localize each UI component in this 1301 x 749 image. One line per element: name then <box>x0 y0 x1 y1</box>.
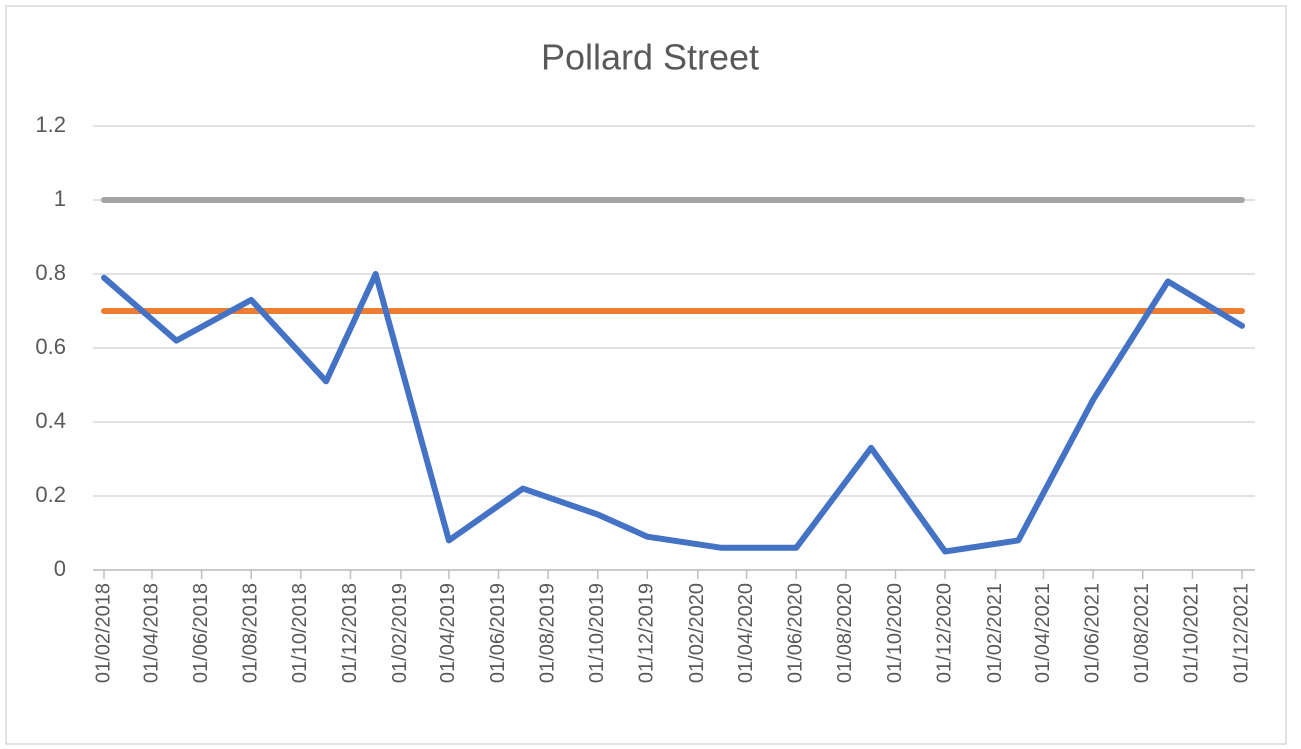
x-tick-label: 01/08/2021 <box>1131 583 1153 683</box>
x-tick-label: 01/10/2020 <box>884 583 906 683</box>
x-tick-label: 01/10/2018 <box>289 583 311 683</box>
y-tick-label: 0.8 <box>35 260 66 285</box>
x-tick-label: 01/04/2019 <box>437 583 459 683</box>
x-tick-label: 01/06/2018 <box>190 583 212 683</box>
x-tick-label: 01/12/2019 <box>636 583 658 683</box>
series-line <box>101 271 1245 555</box>
y-tick-label: 1 <box>54 186 66 211</box>
x-tick-label: 01/04/2021 <box>1032 583 1054 683</box>
y-tick-label: 0.4 <box>35 408 66 433</box>
x-tick-label: 01/12/2020 <box>933 583 955 683</box>
y-tick-label: 0.6 <box>35 334 66 359</box>
y-tick-label: 0.2 <box>35 482 66 507</box>
x-tick-label: 01/02/2020 <box>686 583 708 683</box>
y-tick-label: 0 <box>54 556 66 581</box>
chart-title: Pollard Street <box>541 37 759 78</box>
x-tick-label: 01/12/2021 <box>1230 583 1252 683</box>
x-tick-label: 01/06/2021 <box>1081 583 1103 683</box>
chart-frame <box>5 5 1287 745</box>
x-tick-label: 01/08/2018 <box>240 583 262 683</box>
x-tick-label: 01/08/2020 <box>834 583 856 683</box>
x-tick-label: 01/12/2018 <box>339 583 361 683</box>
x-tick-label: 01/04/2020 <box>735 583 757 683</box>
x-tick-label: 01/02/2018 <box>92 583 114 683</box>
x-tick-label: 01/04/2018 <box>140 583 162 683</box>
x-tick-label: 01/06/2020 <box>785 583 807 683</box>
x-tick-label: 01/02/2021 <box>984 583 1006 683</box>
x-tick-label: 01/02/2019 <box>389 583 411 683</box>
y-tick-label: 1.2 <box>35 112 66 137</box>
x-tick-label: 01/08/2019 <box>536 583 558 683</box>
x-tick-label: 01/06/2019 <box>487 583 509 683</box>
x-tick-label: 01/10/2019 <box>586 583 608 683</box>
x-tick-label: 01/10/2021 <box>1181 583 1203 683</box>
